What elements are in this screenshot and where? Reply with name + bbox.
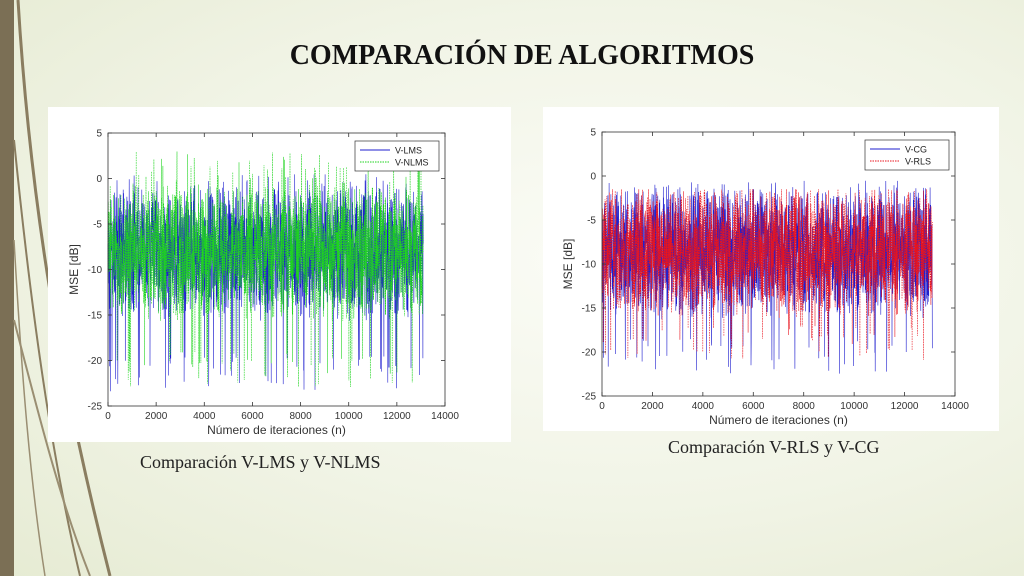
y-tick-label: -5: [587, 216, 596, 227]
legend-box: [354, 140, 440, 172]
y-tick-label: -15: [88, 311, 103, 322]
x-tick-label: 8000: [793, 401, 816, 412]
left-accent-bar: [0, 0, 14, 576]
legend-label-v-lms: V-LMS: [395, 146, 422, 156]
y-tick-label: -15: [582, 304, 597, 315]
y-axis-label: MSE [dB]: [67, 244, 81, 295]
x-tick-label: 6000: [241, 411, 264, 422]
legend: V-LMS V-NLMS: [354, 140, 440, 172]
x-tick-label: 8000: [289, 411, 312, 422]
x-tick-label: 10000: [335, 411, 363, 422]
legend-label-v-cg: V-CG: [905, 145, 927, 155]
y-tick-label: -25: [582, 392, 597, 403]
chart-panel-lms-nlms: 5 0 -5 -10 -15 -20 -25 0 2000 4000 6000 8000 10000 12…: [48, 107, 511, 442]
y-tick-label: 5: [96, 129, 102, 140]
chart-panel-rls-cg: 5 0 -5 -10 -15 -20 -25 0 2000 4000 6000 8000 10000 12…: [543, 107, 999, 431]
y-tick-label: -25: [88, 402, 103, 413]
x-tick-label: 0: [105, 411, 111, 422]
chart-rls-cg: 50-5-10-15-20-250 2000 4000 6000 8000 10000 12…: [561, 128, 969, 428]
x-tick-label: 14000: [941, 401, 969, 412]
chart-lms-nlms: 50-5-10-15-20-250 2000 4000 6000 8000 10000 12…: [67, 129, 459, 438]
x-tick-label: 4000: [692, 401, 715, 412]
x-tick-label: 2000: [641, 401, 664, 412]
caption-lms-nlms: Comparación V-LMS y V-NLMS: [140, 452, 381, 472]
x-tick-label: 4000: [193, 411, 216, 422]
y-tick-label: 0: [96, 174, 102, 185]
y-tick-label: -10: [88, 265, 103, 276]
x-tick-label: 12000: [891, 401, 919, 412]
y-tick-label: 5: [590, 128, 596, 139]
x-axis-label: Número de iteraciones (n): [207, 423, 346, 437]
caption-rls-cg: Comparación V-RLS y V-CG: [668, 437, 880, 457]
y-tick-label: -5: [93, 220, 102, 231]
y-tick-label: -20: [88, 356, 103, 367]
y-axis-label: MSE [dB]: [561, 239, 575, 290]
x-axis-label: Número de iteraciones (n): [709, 413, 848, 427]
series-line-v-rls: [601, 189, 933, 360]
x-tick-label: 2000: [145, 411, 168, 422]
y-tick-label: -10: [582, 260, 597, 271]
x-tick-label: 6000: [742, 401, 765, 412]
x-tick-label: 14000: [431, 411, 459, 422]
x-tick-label: 10000: [840, 401, 868, 412]
y-tick-label: 0: [590, 172, 596, 183]
legend-label-v-nlms: V-NLMS: [395, 158, 429, 168]
y-tick-label: -20: [582, 348, 597, 359]
slide-title: COMPARACIÓN DE ALGORITMOS: [289, 40, 755, 71]
x-tick-label: 0: [599, 401, 605, 412]
legend-box: [864, 139, 950, 171]
legend: V-CG V-RLS: [864, 139, 950, 171]
legend-label-v-rls: V-RLS: [905, 157, 931, 167]
x-tick-label: 12000: [383, 411, 411, 422]
series-line-v-nlms: [107, 151, 424, 388]
